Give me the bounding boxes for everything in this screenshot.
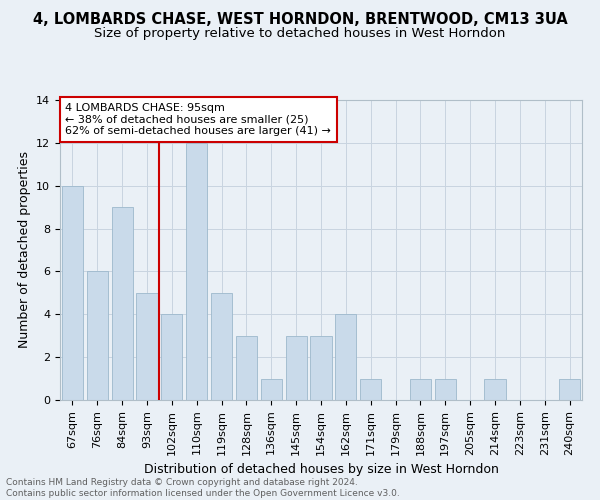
Bar: [261, 378, 282, 400]
Bar: [435, 378, 456, 400]
Bar: [186, 143, 207, 400]
Bar: [335, 314, 356, 400]
X-axis label: Distribution of detached houses by size in West Horndon: Distribution of detached houses by size …: [143, 463, 499, 476]
Text: 4, LOMBARDS CHASE, WEST HORNDON, BRENTWOOD, CM13 3UA: 4, LOMBARDS CHASE, WEST HORNDON, BRENTWO…: [32, 12, 568, 28]
Text: 4 LOMBARDS CHASE: 95sqm
← 38% of detached houses are smaller (25)
62% of semi-de: 4 LOMBARDS CHASE: 95sqm ← 38% of detache…: [65, 103, 331, 136]
Bar: [87, 272, 108, 400]
Bar: [62, 186, 83, 400]
Text: Size of property relative to detached houses in West Horndon: Size of property relative to detached ho…: [94, 28, 506, 40]
Bar: [211, 293, 232, 400]
Bar: [360, 378, 381, 400]
Bar: [136, 293, 158, 400]
Bar: [310, 336, 332, 400]
Text: Contains HM Land Registry data © Crown copyright and database right 2024.
Contai: Contains HM Land Registry data © Crown c…: [6, 478, 400, 498]
Bar: [484, 378, 506, 400]
Bar: [559, 378, 580, 400]
Bar: [236, 336, 257, 400]
Bar: [410, 378, 431, 400]
Bar: [286, 336, 307, 400]
Y-axis label: Number of detached properties: Number of detached properties: [17, 152, 31, 348]
Bar: [112, 207, 133, 400]
Bar: [161, 314, 182, 400]
